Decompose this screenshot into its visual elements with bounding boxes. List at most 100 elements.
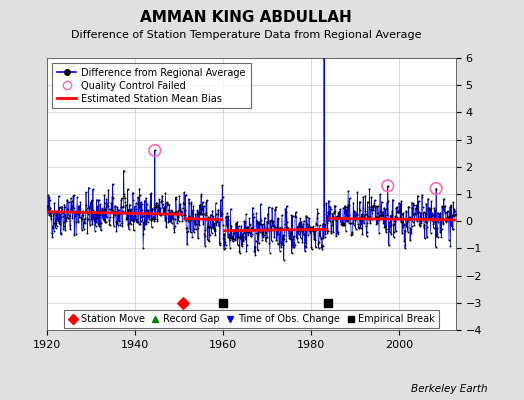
Point <box>128 216 137 223</box>
Point <box>143 201 151 207</box>
Point <box>350 216 358 222</box>
Point <box>78 212 86 218</box>
Point <box>267 238 276 244</box>
Point <box>224 234 232 240</box>
Point <box>421 218 429 224</box>
Point <box>366 212 374 219</box>
Point <box>96 201 104 208</box>
Point <box>285 234 293 241</box>
Point <box>287 228 295 235</box>
Point <box>293 234 301 241</box>
Point <box>134 194 142 200</box>
Point <box>173 220 181 226</box>
Point <box>440 208 449 215</box>
Point <box>445 212 454 218</box>
Point <box>64 208 73 214</box>
Point <box>441 210 450 216</box>
Point <box>435 211 444 217</box>
Point <box>171 194 180 200</box>
Point <box>59 213 67 220</box>
Point <box>61 226 69 233</box>
Point <box>413 203 421 209</box>
Point <box>138 212 147 219</box>
Point <box>353 189 362 195</box>
Point <box>335 214 344 220</box>
Point <box>56 204 64 210</box>
Point <box>295 220 303 227</box>
Point <box>152 200 161 206</box>
Point <box>62 218 70 225</box>
Point <box>318 242 326 248</box>
Point <box>155 208 163 214</box>
Point <box>381 224 389 230</box>
Point <box>276 248 284 254</box>
Point <box>129 227 138 234</box>
Point <box>202 212 210 218</box>
Point <box>118 208 127 215</box>
Point <box>361 193 369 199</box>
Point <box>256 229 264 236</box>
Point <box>276 224 285 231</box>
Point <box>156 210 165 217</box>
Point <box>429 220 438 227</box>
Point <box>300 243 309 249</box>
Point <box>192 226 200 232</box>
Point <box>175 207 183 213</box>
Point <box>342 228 350 234</box>
Point <box>187 199 195 206</box>
Point <box>367 194 376 200</box>
Point <box>156 212 164 218</box>
Point <box>57 231 65 237</box>
Point <box>271 206 279 212</box>
Point <box>425 207 434 214</box>
Point <box>435 216 443 222</box>
Point <box>215 242 224 248</box>
Point <box>292 235 301 241</box>
Point <box>270 224 279 230</box>
Point <box>401 241 410 248</box>
Point <box>265 228 274 234</box>
Point <box>43 202 51 209</box>
Point <box>341 210 349 216</box>
Point <box>83 209 91 216</box>
Point <box>319 220 327 227</box>
Point <box>258 221 267 227</box>
Point <box>335 215 344 222</box>
Point <box>259 232 268 238</box>
Point <box>163 199 171 206</box>
Point <box>328 219 336 225</box>
Point <box>372 214 380 220</box>
Point <box>164 207 172 214</box>
Point <box>332 233 340 239</box>
Point <box>439 216 447 222</box>
Point <box>281 208 290 215</box>
Point <box>286 233 294 240</box>
Point <box>46 204 54 211</box>
Point <box>418 204 427 210</box>
Point <box>390 220 399 227</box>
Point <box>296 220 304 227</box>
Point <box>170 223 179 230</box>
Point <box>177 211 185 218</box>
Point <box>198 211 206 218</box>
Point <box>146 203 154 209</box>
Point <box>340 220 348 226</box>
Point <box>280 236 288 242</box>
Point <box>131 213 139 219</box>
Point <box>261 228 269 235</box>
Point <box>104 187 113 193</box>
Point <box>158 198 166 204</box>
Point <box>106 222 114 228</box>
Point <box>48 234 57 240</box>
Point <box>165 202 173 208</box>
Point <box>69 208 77 214</box>
Point <box>361 212 369 218</box>
Point <box>86 222 94 228</box>
Point <box>223 221 232 227</box>
Point <box>75 214 84 220</box>
Point <box>269 218 277 224</box>
Point <box>234 233 243 240</box>
Point <box>168 208 177 214</box>
Point <box>383 199 391 206</box>
Point <box>316 233 324 239</box>
